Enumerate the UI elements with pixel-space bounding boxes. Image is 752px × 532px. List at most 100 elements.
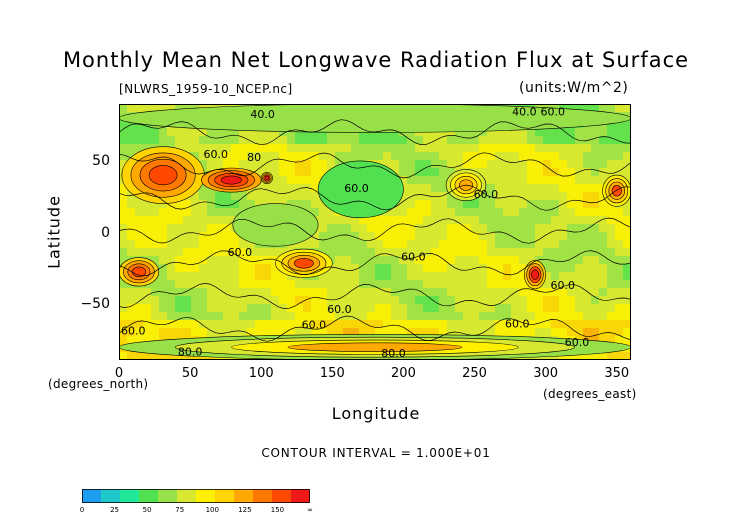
heatmap-cell (199, 160, 207, 168)
heatmap-cell (279, 144, 287, 152)
heatmap-cell (567, 296, 575, 304)
heatmap-cell (367, 320, 375, 328)
heatmap-cell (319, 328, 327, 336)
heatmap-cell (119, 304, 127, 312)
heatmap-cell (551, 176, 559, 184)
heatmap-cell (495, 248, 503, 256)
heatmap-cell (447, 256, 455, 264)
heatmap-cell (383, 328, 391, 336)
heatmap-cell (439, 152, 447, 160)
contour-line (148, 165, 178, 186)
heatmap-cell (559, 168, 567, 176)
heatmap-cell (199, 296, 207, 304)
heatmap-cell (263, 328, 271, 336)
heatmap-cell (255, 272, 263, 280)
heatmap-cell (543, 296, 551, 304)
heatmap-cell (575, 280, 583, 288)
heatmap-cell (367, 264, 375, 272)
heatmap-cell (391, 160, 399, 168)
heatmap-cell (407, 192, 415, 200)
heatmap-cell (127, 136, 135, 144)
heatmap-cell (319, 208, 327, 216)
heatmap-cell (231, 256, 239, 264)
contour-line (317, 160, 404, 219)
heatmap-cell (143, 200, 151, 208)
heatmap-cell (359, 296, 367, 304)
heatmap-region (531, 269, 539, 280)
heatmap-cell (527, 208, 535, 216)
heatmap-cell (527, 152, 535, 160)
heatmap-cell (143, 288, 151, 296)
heatmap-cell (223, 272, 231, 280)
heatmap-cell (215, 256, 223, 264)
heatmap-cell (439, 216, 447, 224)
heatmap-cell (303, 288, 311, 296)
heatmap-cell (623, 336, 631, 344)
heatmap-cell (623, 120, 631, 128)
heatmap-cell (407, 304, 415, 312)
heatmap-cell (575, 264, 583, 272)
heatmap-cell (527, 168, 535, 176)
heatmap-cell (535, 232, 543, 240)
heatmap-cell (535, 152, 543, 160)
heatmap-cell (143, 296, 151, 304)
heatmap-cell (615, 136, 623, 144)
heatmap-cell (383, 144, 391, 152)
heatmap-cell (119, 280, 127, 288)
heatmap-cell (151, 312, 159, 320)
heatmap-cell (575, 144, 583, 152)
heatmap-cell (551, 232, 559, 240)
heatmap-cell (271, 184, 279, 192)
colorbar-swatch (101, 489, 121, 503)
heatmap-cell (599, 136, 607, 144)
heatmap-cell (607, 320, 615, 328)
heatmap-cell (575, 296, 583, 304)
heatmap-cell (607, 272, 615, 280)
contour-line (605, 178, 629, 204)
heatmap-cell (543, 232, 551, 240)
heatmap-cell (591, 128, 599, 136)
heatmap-cell (167, 224, 175, 232)
heatmap-cell (127, 320, 135, 328)
heatmap-cell (591, 216, 599, 224)
contour-line (264, 175, 270, 181)
heatmap-cell (295, 192, 303, 200)
heatmap-cell (407, 224, 415, 232)
heatmap-cell (599, 320, 607, 328)
heatmap-cell (543, 304, 551, 312)
heatmap-cell (503, 184, 511, 192)
heatmap-cell (503, 248, 511, 256)
heatmap-cell (207, 312, 215, 320)
heatmap-cell (463, 208, 471, 216)
heatmap-cell (159, 312, 167, 320)
heatmap-cell (255, 144, 263, 152)
heatmap-cell (343, 272, 351, 280)
heatmap-cell (599, 264, 607, 272)
heatmap-cell (207, 272, 215, 280)
heatmap-cell (207, 288, 215, 296)
heatmap-cell (487, 328, 495, 336)
heatmap-cell (295, 240, 303, 248)
heatmap-cell (479, 248, 487, 256)
heatmap-cell (271, 176, 279, 184)
heatmap-cell (583, 320, 591, 328)
heatmap-cell (607, 216, 615, 224)
heatmap-cell (207, 192, 215, 200)
heatmap-cell (527, 304, 535, 312)
heatmap-cell (519, 208, 527, 216)
contour-line (119, 250, 631, 277)
heatmap-cell (143, 216, 151, 224)
heatmap-cell (119, 320, 127, 328)
heatmap-cell (599, 304, 607, 312)
heatmap-cell (231, 136, 239, 144)
heatmap-cell (599, 208, 607, 216)
heatmap-cell (551, 288, 559, 296)
heatmap-cell (287, 152, 295, 160)
heatmap-cell (391, 304, 399, 312)
heatmap-cell (623, 160, 631, 168)
heatmap-cell (127, 224, 135, 232)
heatmap-cell (279, 288, 287, 296)
heatmap-cell (167, 104, 175, 112)
heatmap-cell (415, 256, 423, 264)
heatmap-cell (335, 216, 343, 224)
